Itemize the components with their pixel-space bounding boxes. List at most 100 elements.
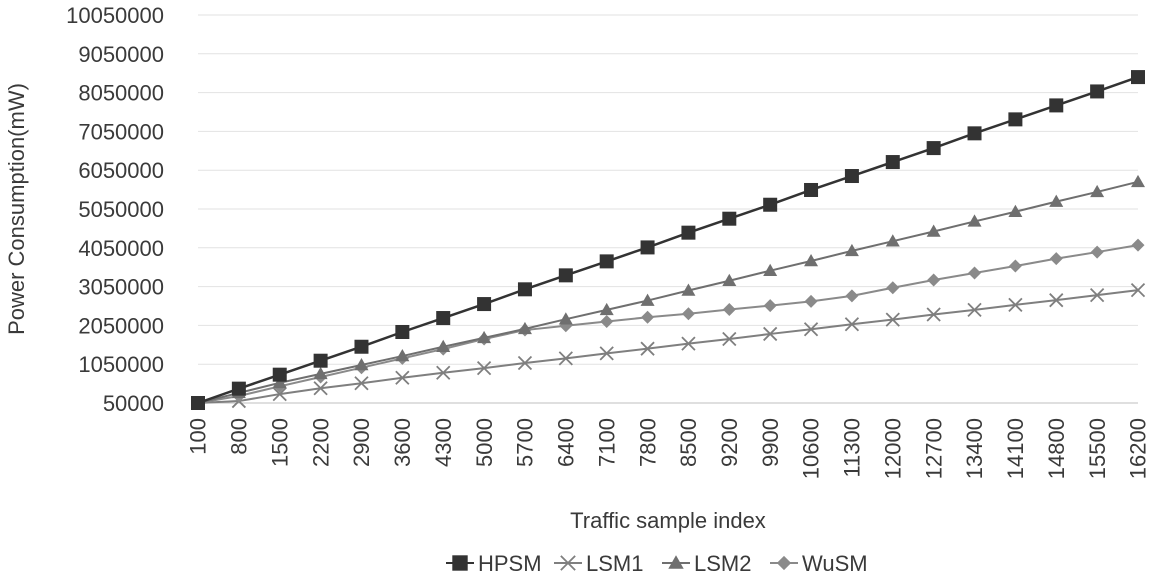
marker-diamond [845,289,859,303]
marker-diamond [968,266,982,280]
x-tick-label: 1500 [267,418,292,467]
series [190,70,1146,411]
marker-x [436,365,451,380]
marker-square [272,367,287,382]
marker-square [517,282,532,297]
legend-item-lsm2: LSM2 [662,551,751,576]
x-tick-label: 14800 [1044,418,1069,479]
marker-square [191,396,205,410]
legend-item-wusm: WuSM [770,551,868,576]
legend-label: HPSM [478,551,542,576]
marker-x [1130,282,1146,298]
x-tick-label: 100 [186,418,211,455]
marker-triangle [1049,194,1064,207]
x-tick-label: 13400 [962,418,987,479]
marker-diamond [927,273,941,287]
series-line [197,289,1139,404]
x-tick-label: 12000 [880,418,905,479]
marker-diamond [1131,238,1145,252]
marker-diamond [1008,259,1022,273]
marker-diamond [600,315,614,329]
series-lsm2 [191,174,1145,409]
y-axis-title: Power Consumption(mW) [4,83,29,335]
marker-square [313,353,328,368]
marker-diamond [641,310,655,324]
marker-triangle [517,321,532,335]
marker-x [558,351,573,366]
marker-diamond [1090,245,1104,259]
y-tick-label: 6050000 [78,158,164,183]
x-tick-label: 7100 [594,418,619,467]
legend: HPSM LSM1 LSM2 WuSM [446,551,868,576]
marker-triangle [313,366,328,380]
marker-triangle [1090,184,1105,198]
marker-triangle [1008,204,1023,217]
marker-square [452,555,468,571]
marker-triangle [804,253,819,267]
marker-x [1089,287,1105,303]
marker-x [681,336,696,351]
marker-x [1008,297,1023,312]
marker-square [844,169,859,184]
marker-x [763,326,778,342]
y-tick-label: 5050000 [78,197,164,222]
x-tick-label: 6400 [554,418,579,467]
x-tick-label: 11300 [840,418,865,478]
marker-triangle [558,312,573,325]
legend-item-lsm1: LSM1 [554,551,643,576]
marker-x [517,355,533,371]
x-tick-label: 9200 [717,418,742,467]
marker-square [885,155,900,170]
marker-triangle [668,555,684,569]
marker-square [231,381,246,396]
marker-x [803,322,819,337]
legend-label: WuSM [802,551,868,576]
x-tick-label: 800 [227,418,252,455]
marker-x [395,370,410,385]
marker-square [640,240,655,255]
marker-square [395,324,410,339]
x-tick-label: 4300 [431,418,456,467]
x-tick-label: 2200 [308,418,333,467]
marker-square [681,225,696,240]
marker-diamond [763,299,777,313]
marker-triangle [1131,174,1145,188]
marker-x [272,386,287,402]
marker-square [804,182,819,197]
x-tick-label: 12700 [921,418,946,479]
marker-square [967,126,982,141]
marker-square [722,211,737,226]
series-line [197,180,1139,404]
marker-square [1131,70,1145,85]
x-tick-label: 15500 [1085,418,1110,479]
y-tick-label: 10050000 [66,3,164,28]
series-lsm1 [190,282,1146,411]
marker-triangle [967,214,982,227]
marker-triangle [436,339,451,352]
marker-x [926,307,941,322]
x-tick-label: 8500 [676,418,701,467]
series-hpsm [191,70,1145,410]
x-tick-label: 5000 [472,418,497,467]
y-tick-label: 8050000 [78,81,164,106]
marker-x [1049,293,1064,308]
x-tick-label: 16200 [1126,418,1151,479]
marker-x [885,312,900,327]
marker-square [558,268,573,283]
marker-triangle [722,273,737,287]
x-axis-title: Traffic sample index [570,508,766,533]
marker-diamond [681,307,695,321]
marker-triangle [763,263,778,276]
marker-square [926,141,941,156]
series-wusm [191,238,1145,410]
y-tick-label: 2050000 [78,313,164,338]
marker-triangle [477,330,492,344]
legend-label: LSM1 [586,551,643,576]
x-tick-label: 9900 [758,418,783,467]
marker-triangle [272,375,287,389]
y-tick-label: 3050000 [78,275,164,300]
marker-triangle [885,234,900,247]
legend-label: LSM2 [694,551,751,576]
marker-x [967,302,982,318]
